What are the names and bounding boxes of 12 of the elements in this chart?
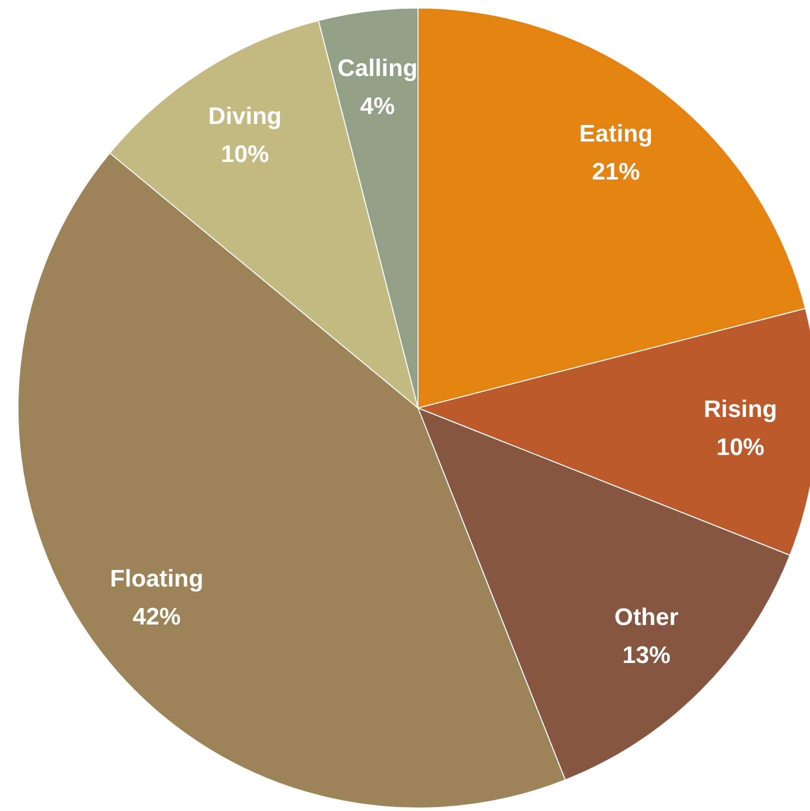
slice-label: Eating: [579, 120, 653, 148]
slice-label: Calling: [338, 55, 418, 82]
data-label: 42%: [132, 603, 181, 630]
slice-label: Diving: [208, 102, 282, 130]
slice-label: Rising: [704, 396, 778, 423]
data-label: 21%: [592, 158, 640, 186]
data-label: 10%: [220, 140, 269, 168]
data-label: 4%: [360, 93, 395, 120]
slice-label: Floating: [110, 565, 204, 592]
data-label: 10%: [716, 434, 764, 461]
data-label: 13%: [622, 642, 670, 669]
slice-label: Other: [614, 604, 678, 631]
